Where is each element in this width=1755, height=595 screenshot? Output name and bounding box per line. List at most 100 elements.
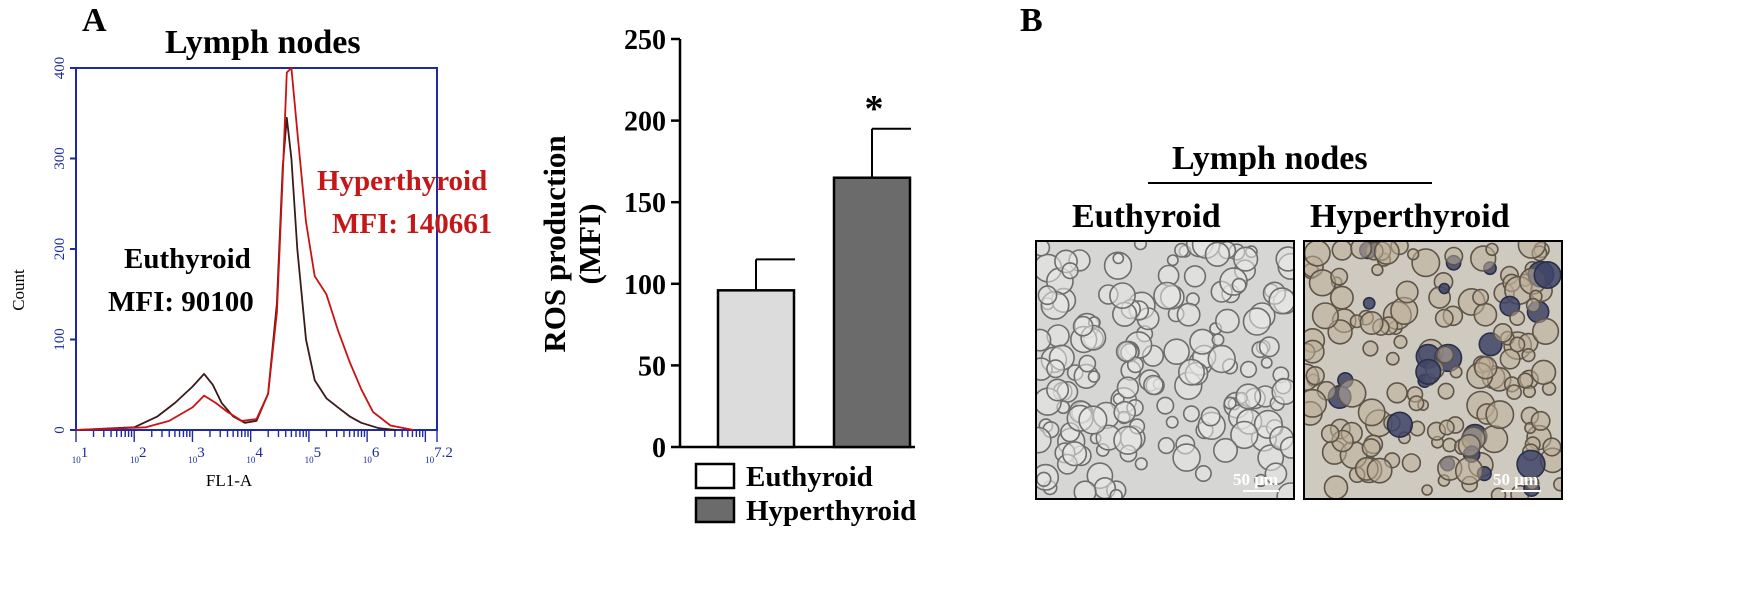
cell-shape	[1524, 475, 1540, 491]
cell-shape	[1362, 296, 1376, 310]
hyperthyroid-cells-image	[1305, 242, 1561, 498]
cell-shape	[1371, 263, 1384, 277]
cell-shape	[1103, 251, 1133, 280]
histogram-y-axis-label: Count	[9, 269, 28, 311]
euthyroid-annotation: Euthyroid	[124, 243, 251, 275]
cell-shape	[1357, 398, 1386, 427]
euthyroid-micrograph: 50 μm	[1035, 240, 1295, 500]
cell-shape	[1200, 406, 1221, 427]
cell-shape	[1362, 340, 1379, 357]
cell-shape	[1156, 396, 1175, 415]
cell-shape	[1320, 424, 1340, 444]
cell-shape	[1553, 477, 1561, 492]
cell-shape	[1109, 488, 1123, 498]
cell-shape	[1373, 242, 1400, 265]
cell-shape	[1037, 242, 1051, 257]
bar-y-axis-label-unit: (MFI)	[572, 204, 607, 285]
cell-shape	[1213, 437, 1239, 463]
histogram-x-tick-label: 101	[72, 445, 89, 465]
histogram-title: Lymph nodes	[165, 24, 361, 61]
scale-bar-left	[1243, 490, 1279, 492]
cell-shape	[1163, 338, 1190, 365]
cell-shape	[1113, 425, 1143, 455]
cell-shape	[1359, 311, 1384, 336]
scale-label-left: 50 μm	[1233, 470, 1279, 489]
cell-shape	[1437, 382, 1455, 400]
cell-shape	[1438, 282, 1451, 295]
hyperthyroid-annotation: Hyperthyroid	[317, 165, 488, 197]
cell-shape	[1109, 282, 1136, 310]
cell-shape	[1153, 281, 1182, 310]
cell-shape	[1530, 410, 1551, 431]
scale-label-right: 50 μm	[1493, 470, 1539, 489]
cell-shape	[1223, 396, 1237, 410]
cell-shape	[1305, 242, 1331, 267]
histogram-y-tick-label: 400	[52, 57, 68, 80]
cell-shape	[1037, 471, 1052, 487]
cell-shape	[1268, 287, 1293, 315]
cell-shape	[1115, 340, 1137, 363]
cell-shape	[1037, 285, 1058, 306]
cell-shape	[1242, 307, 1272, 336]
euthyroid-cells-image	[1037, 242, 1293, 498]
cell-shape	[1499, 348, 1521, 370]
cell-shape	[1172, 443, 1201, 472]
cell-shape	[1329, 285, 1354, 310]
histogram-x-tick-label: 104	[246, 445, 263, 465]
cell-shape	[1366, 457, 1393, 484]
cell-shape	[1533, 261, 1561, 289]
cell-shape	[1393, 334, 1408, 349]
cell-shape	[1436, 345, 1455, 364]
cell-shape	[1037, 328, 1052, 352]
histogram-y-tick-label: 100	[52, 328, 68, 351]
cell-shape	[1204, 242, 1231, 267]
bar-y-tick-label: 200	[624, 107, 666, 138]
cell-shape	[1401, 453, 1422, 473]
cell-shape	[1189, 328, 1216, 355]
cell-shape	[1434, 308, 1454, 328]
cell-shape	[1072, 315, 1094, 337]
cell-shape	[1395, 280, 1419, 304]
cell-shape	[1530, 359, 1557, 386]
cell-shape	[1116, 376, 1140, 399]
cell-shape	[1239, 360, 1258, 378]
hyperthyroid-mfi: MFI: 140661	[332, 208, 493, 240]
cell-shape	[1454, 456, 1484, 486]
cell-shape	[1183, 265, 1207, 288]
cell-shape	[1421, 484, 1433, 496]
cell-shape	[1254, 473, 1268, 487]
cell-shape	[1305, 365, 1325, 386]
cell-shape	[1386, 411, 1414, 438]
euthyroid-micrograph-label: Euthyroid	[1072, 198, 1221, 235]
cell-shape	[1260, 356, 1273, 369]
bar-y-tick-label: 250	[624, 25, 666, 56]
cell-shape	[1532, 317, 1560, 345]
cell-shape	[1073, 480, 1097, 498]
cell-shape	[1061, 441, 1088, 467]
cell-shape	[1271, 378, 1293, 405]
histogram-y-tick-label: 0	[52, 426, 68, 434]
cell-shape	[1276, 482, 1293, 498]
cell-shape	[1449, 365, 1463, 379]
cell-shape	[1214, 308, 1240, 334]
micrograph-header-rule	[1148, 182, 1432, 184]
histogram-y-tick-label: 300	[52, 147, 68, 170]
cell-shape	[1264, 462, 1288, 486]
cell-shape	[1182, 405, 1200, 423]
cell-shape	[1207, 344, 1236, 374]
bar-y-tick-label: 50	[638, 351, 666, 382]
cell-shape	[1134, 457, 1148, 471]
bar-y-tick-label: 150	[624, 188, 666, 219]
cell-shape	[1061, 262, 1079, 280]
bar-y-tick-label: 100	[624, 270, 666, 301]
bar-y-tick-label: 0	[652, 433, 666, 464]
histogram-x-tick-label: 106	[363, 445, 380, 465]
cell-shape	[1046, 378, 1070, 402]
cell-shape	[1525, 297, 1541, 313]
cell-shape	[1506, 384, 1522, 400]
hyperthyroid-micrograph-label: Hyperthyroid	[1310, 198, 1510, 235]
histogram-x-tick-label: 102	[130, 445, 147, 465]
cell-shape	[1350, 242, 1373, 260]
cell-shape	[1492, 323, 1513, 343]
cell-shape	[1415, 358, 1442, 385]
